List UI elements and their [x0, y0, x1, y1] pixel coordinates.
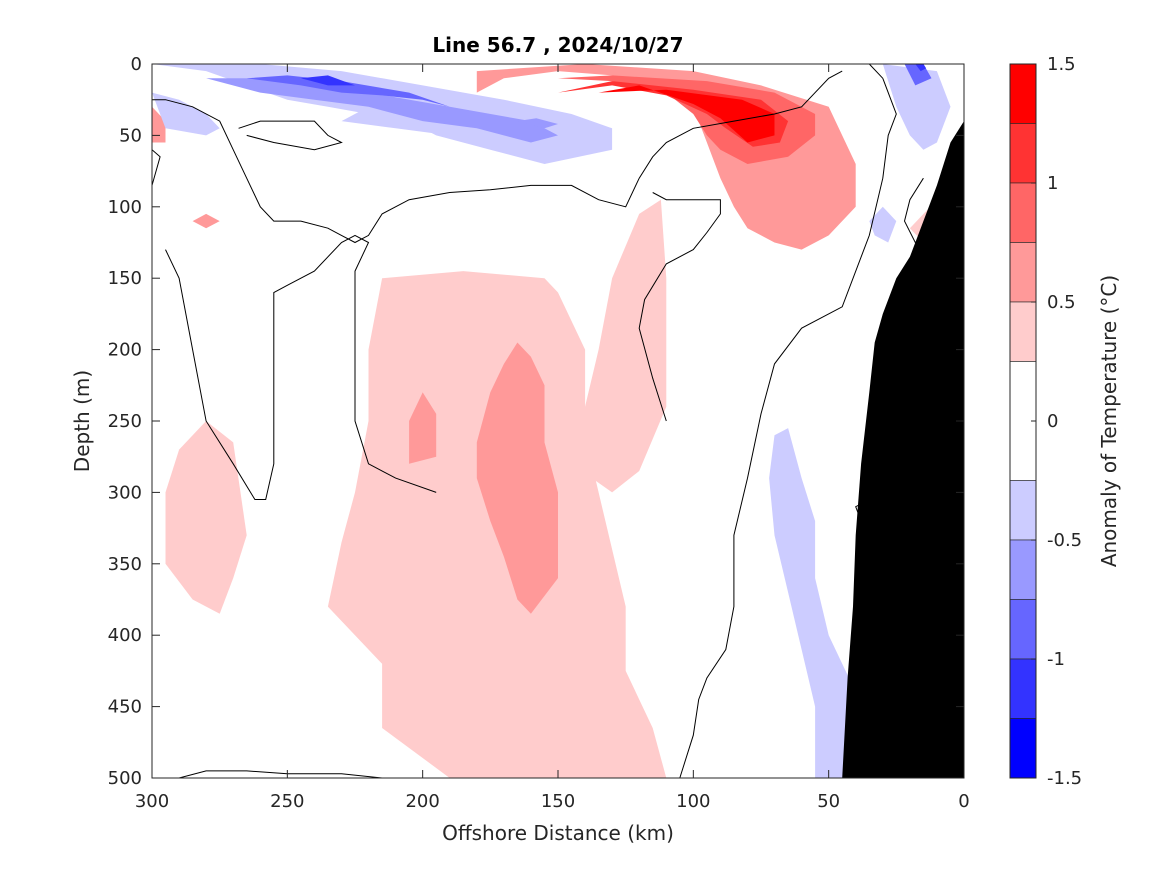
region-salmon-small-west	[409, 392, 437, 464]
region-pink-surface-west	[152, 106, 166, 143]
colorbar-tick-label: 1.5	[1047, 54, 1076, 75]
y-tick-label: 400	[108, 625, 142, 646]
colorbar-tick-label: 1	[1047, 173, 1058, 194]
region-pink-west-deep	[165, 421, 247, 614]
colorbar: 1.5 1 0.5 0 -0.5 -1 -1.5 Anomaly of Temperatur…	[1009, 54, 1121, 789]
zero-contour-3	[238, 120, 343, 151]
region-red-core	[558, 81, 789, 147]
zero-contour-7	[842, 64, 884, 79]
region-blue-mid-small	[517, 118, 558, 129]
zero-contour-1	[152, 70, 843, 244]
y-tick-label: 150	[108, 268, 142, 289]
colorbar-label: Anomaly of Temperature (°C)	[1097, 275, 1121, 567]
region-blue-strong	[246, 75, 450, 107]
region-blue-lavender-small	[869, 206, 897, 243]
colorbar-level	[1009, 123, 1037, 184]
colorbar-tick-label: -1.5	[1047, 768, 1082, 789]
region-blue-lavender-coast	[882, 64, 951, 150]
y-tick-label: 0	[131, 54, 142, 75]
colorbar-tick-label: 0.5	[1047, 292, 1076, 313]
y-tick-label: 100	[108, 197, 142, 218]
colorbar-tick-label: -0.5	[1047, 530, 1082, 551]
colorbar-level	[1009, 63, 1037, 124]
region-red-max	[598, 85, 775, 143]
zero-contour-4	[152, 149, 161, 186]
plot-area: 300 250 200 150 100 50 0 050100150200250300350…	[108, 54, 970, 812]
anomaly-regions	[152, 64, 951, 778]
x-axis-label: Offshore Distance (km)	[442, 821, 674, 845]
zero-contours	[152, 64, 932, 778]
region-blue-core	[300, 75, 355, 86]
colorbar-tick-label: 0	[1047, 411, 1058, 432]
chart-title: Line 56.7 , 2024/10/27	[432, 33, 683, 57]
land-shelf	[842, 121, 964, 778]
colorbar-level	[1009, 539, 1037, 600]
x-tick-label: 300	[135, 791, 169, 812]
colorbar-level	[1009, 718, 1037, 779]
colorbar-level	[1009, 480, 1037, 541]
x-axis-ticks: 300 250 200 150 100 50 0	[135, 64, 970, 812]
x-tick-label: 200	[405, 791, 439, 812]
region-pink-small-west	[192, 213, 220, 229]
y-axis-ticks: 0 50 100 150 200 250 300 350 400 450 500	[108, 54, 964, 789]
x-tick-label: 150	[541, 791, 575, 812]
y-tick-label: 250	[108, 411, 142, 432]
zero-contour-6	[638, 192, 721, 422]
y-tick-label: 200	[108, 340, 142, 361]
x-tick-label: 50	[817, 791, 840, 812]
colorbar-level	[1009, 658, 1037, 719]
colorbar-level	[1009, 301, 1037, 362]
colorbar-level	[1009, 182, 1037, 243]
region-pink-inshore	[571, 199, 667, 493]
region-blue-mid	[206, 78, 558, 143]
region-blue-coast-core	[904, 64, 932, 86]
x-tick-label: 250	[270, 791, 304, 812]
colorbar-ticks: 1.5 1 0.5 0 -0.5 -1 -1.5	[1031, 54, 1082, 789]
region-blue-lavender-east	[769, 428, 856, 778]
y-tick-label: 300	[108, 482, 142, 503]
region-blue-lavender-sw	[152, 92, 220, 136]
land-mask	[842, 121, 964, 778]
y-tick-label: 50	[119, 125, 142, 146]
colorbar-level	[1009, 242, 1037, 303]
y-axis-label: Depth (m)	[70, 370, 94, 472]
zero-contour-5	[679, 78, 897, 778]
x-tick-label: 0	[958, 791, 969, 812]
colorbar-level	[1009, 599, 1037, 660]
y-tick-label: 450	[108, 697, 142, 718]
y-tick-label: 500	[108, 768, 142, 789]
region-blue-coast-dot	[915, 64, 927, 72]
colorbar-tick-label: -1	[1047, 649, 1065, 670]
zero-contour-2	[165, 234, 437, 500]
y-tick-label: 350	[108, 554, 142, 575]
x-tick-label: 100	[676, 791, 710, 812]
region-salmon-core	[476, 342, 558, 614]
zero-contour-10	[178, 770, 383, 778]
